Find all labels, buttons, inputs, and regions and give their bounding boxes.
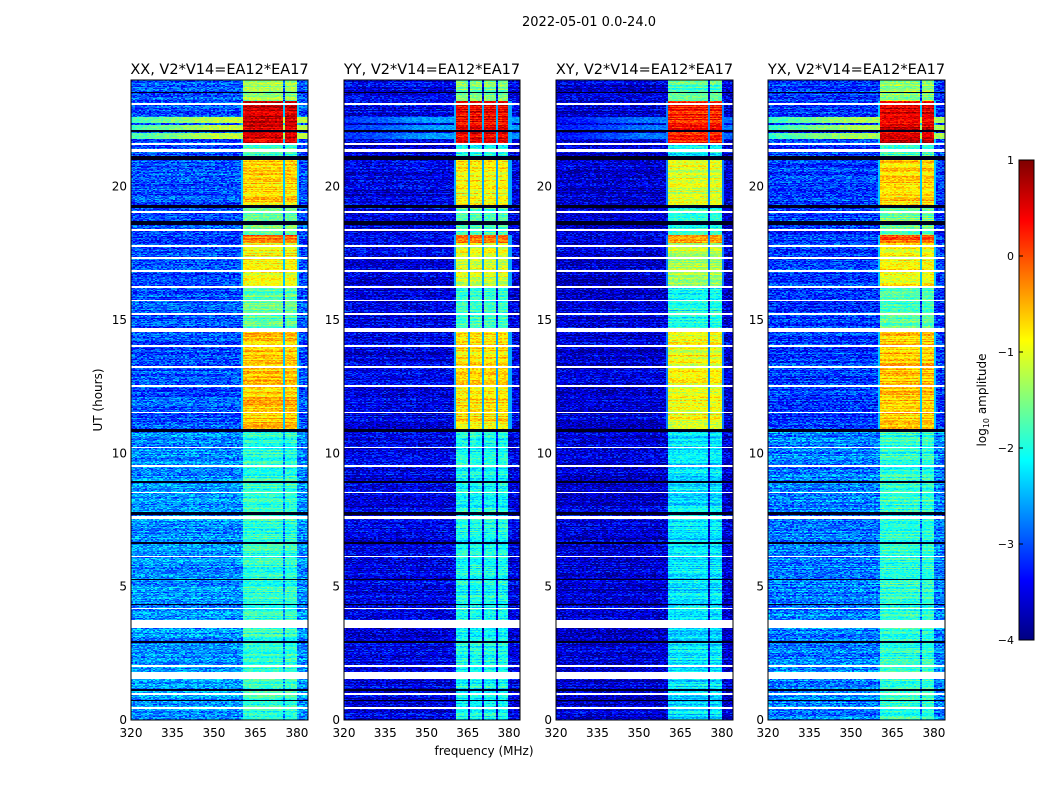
y-tick-label: 5 (332, 580, 340, 594)
colorbar-frame (1018, 159, 1035, 641)
x-tick-label: 380 (498, 726, 521, 740)
x-tick-label: 335 (798, 726, 821, 740)
heatmap-xx (131, 80, 308, 720)
panel-frame (555, 79, 734, 721)
colorbar-tick-label: 0 (1007, 250, 1014, 263)
heatmap-yx (768, 80, 945, 720)
colorbar-tick-label: 1 (1007, 154, 1014, 167)
x-tick-label: 365 (881, 726, 904, 740)
colorbar-tick-label: −3 (998, 538, 1014, 551)
x-tick-label: 320 (120, 726, 143, 740)
y-tick-label: 0 (119, 713, 127, 727)
panel-title: XY, V2*V14=EA12*EA17 (556, 62, 733, 78)
colorbar-tick-label: −4 (998, 634, 1014, 647)
x-tick-label: 365 (669, 726, 692, 740)
x-tick-label: 320 (545, 726, 568, 740)
panel-title: YY, V2*V14=EA12*EA17 (343, 62, 520, 78)
x-tick-label: 350 (415, 726, 438, 740)
y-tick-label: 20 (537, 180, 552, 194)
x-tick-label: 365 (456, 726, 479, 740)
y-tick-label: 0 (544, 713, 552, 727)
y-tick-label: 10 (537, 446, 552, 460)
x-tick-label: 350 (840, 726, 863, 740)
x-tick-label: 335 (374, 726, 397, 740)
colorbar-tick-label: −2 (998, 442, 1014, 455)
y-tick-label: 10 (749, 446, 764, 460)
heatmap-yy (344, 80, 520, 720)
panel-title: XX, V2*V14=EA12*EA17 (130, 62, 308, 78)
y-tick-label: 10 (325, 446, 340, 460)
y-tick-label: 5 (544, 580, 552, 594)
y-tick-label: 15 (749, 313, 764, 327)
y-tick-label: 15 (325, 313, 340, 327)
x-tick-label: 380 (710, 726, 733, 740)
colorbar (1019, 160, 1034, 640)
colorbar-tick-label: −1 (998, 346, 1014, 359)
x-tick-label: 380 (285, 726, 308, 740)
x-tick-label: 320 (333, 726, 356, 740)
y-tick-label: 10 (112, 446, 127, 460)
x-tick-label: 320 (757, 726, 780, 740)
x-axis-label: frequency (MHz) (434, 744, 533, 758)
x-tick-label: 350 (203, 726, 226, 740)
y-tick-label: 15 (112, 313, 127, 327)
figure-title: 2022-05-01 0.0-24.0 (522, 15, 656, 30)
y-tick-label: 0 (332, 713, 340, 727)
x-tick-label: 335 (161, 726, 184, 740)
panel-frame (130, 79, 309, 721)
colorbar-label: log10 amplitude (975, 354, 991, 447)
y-tick-label: 5 (119, 580, 127, 594)
y-tick-label: 0 (756, 713, 764, 727)
y-tick-label: 20 (325, 180, 340, 194)
panel-title: YX, V2*V14=EA12*EA17 (767, 62, 945, 78)
y-tick-label: 20 (112, 180, 127, 194)
x-tick-label: 350 (628, 726, 651, 740)
heatmap-xy (556, 80, 733, 720)
x-tick-label: 365 (244, 726, 267, 740)
panel-frame (767, 79, 946, 721)
x-tick-label: 380 (922, 726, 945, 740)
y-axis-label: UT (hours) (91, 368, 105, 431)
y-tick-label: 20 (749, 180, 764, 194)
y-tick-label: 15 (537, 313, 552, 327)
x-tick-label: 335 (586, 726, 609, 740)
y-tick-label: 5 (756, 580, 764, 594)
panel-frame (343, 79, 521, 721)
